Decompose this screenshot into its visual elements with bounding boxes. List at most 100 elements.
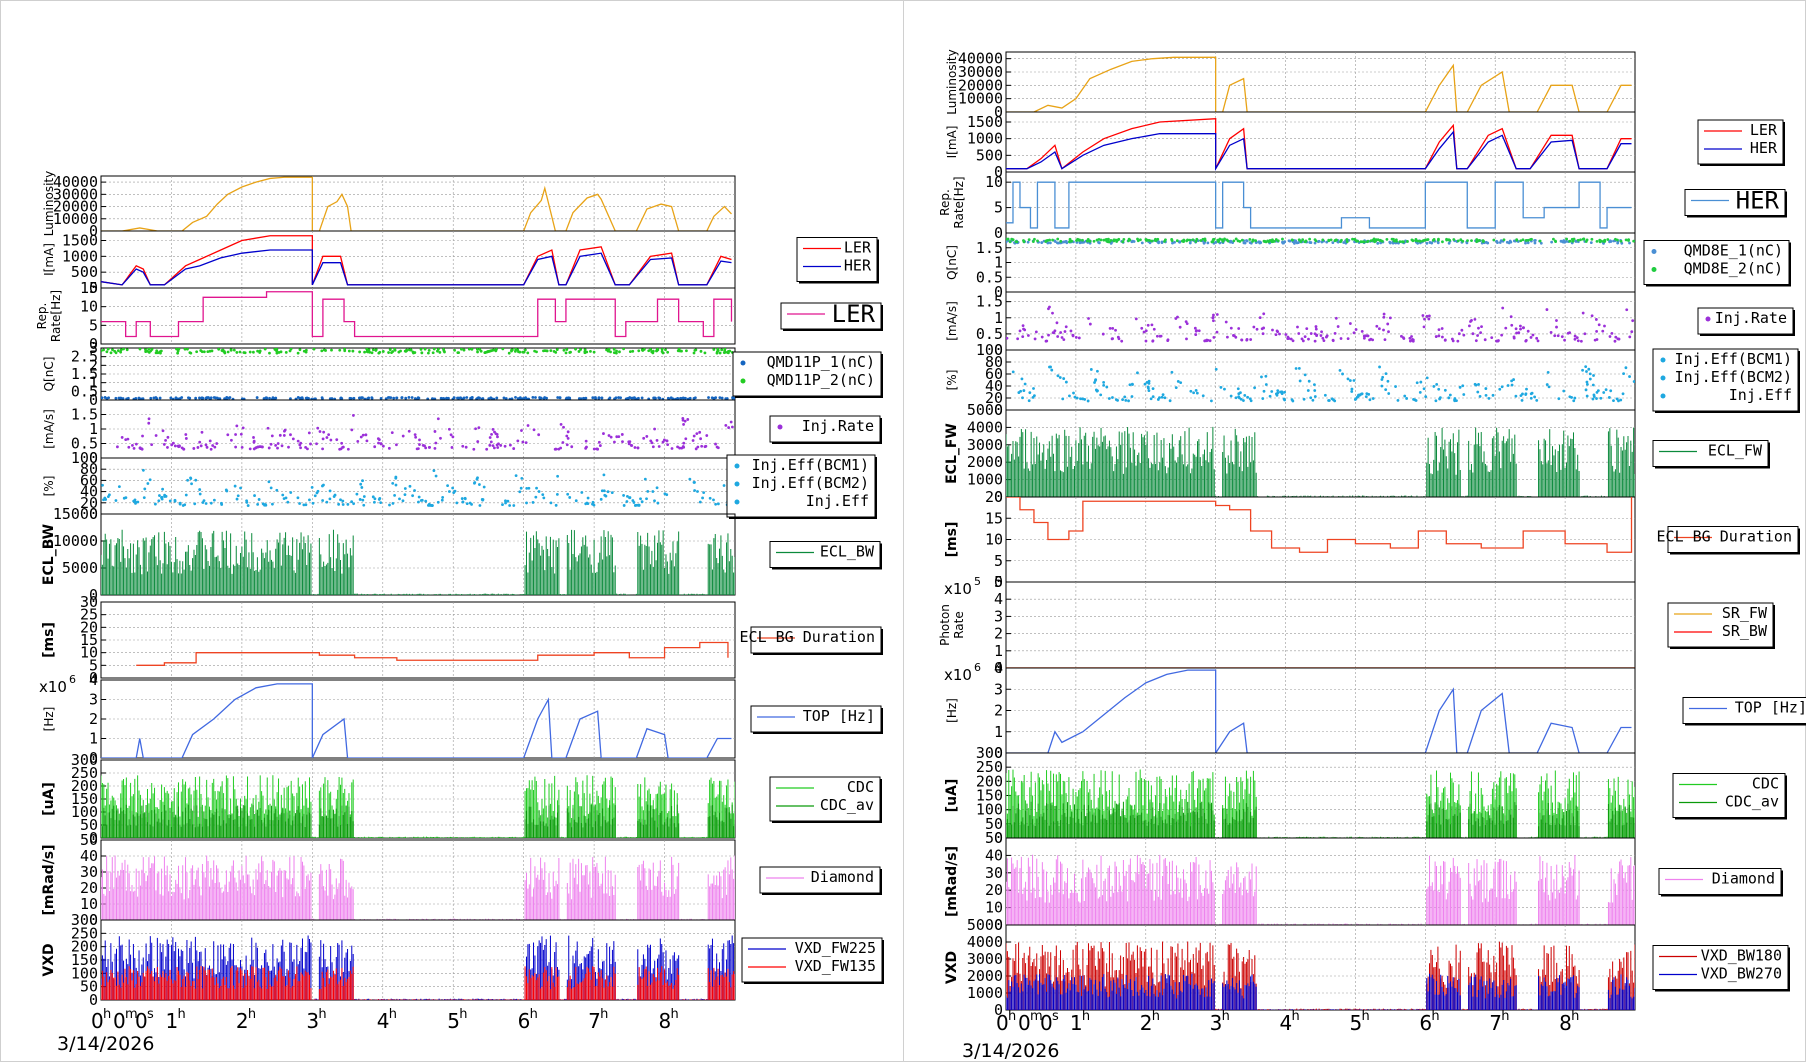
data-point xyxy=(1188,238,1192,242)
data-point xyxy=(1376,241,1380,245)
legend: LER xyxy=(780,300,883,331)
data-point xyxy=(1099,238,1103,242)
data-point xyxy=(488,443,492,447)
legend-box xyxy=(769,415,881,443)
data-point xyxy=(153,502,157,506)
ytick-label: 40000 xyxy=(958,50,1003,68)
data-point xyxy=(186,348,189,351)
data-point xyxy=(101,483,104,487)
y-multiplier: x10 xyxy=(39,678,67,696)
data-point xyxy=(1068,394,1071,398)
data-point xyxy=(1438,397,1442,401)
data-point xyxy=(1354,328,1358,331)
data-point xyxy=(1059,331,1063,334)
ytick-label: 30 xyxy=(80,593,98,611)
data-point xyxy=(1425,241,1429,245)
data-point xyxy=(1346,337,1350,341)
data-point xyxy=(184,437,188,440)
data-point xyxy=(1595,397,1598,400)
data-point xyxy=(1418,390,1422,394)
data-point xyxy=(1617,399,1620,403)
y-multiplier: x10 xyxy=(944,580,972,598)
data-point xyxy=(1174,386,1178,390)
legend-box xyxy=(780,302,882,330)
data-point xyxy=(1056,374,1060,378)
data-point xyxy=(586,502,590,506)
data-point xyxy=(524,441,528,445)
panel-frame xyxy=(1005,496,1636,583)
data-point xyxy=(1006,237,1009,241)
data-point xyxy=(599,497,603,501)
legend-entry: VXD_FW135 xyxy=(795,957,876,975)
data-point xyxy=(685,349,688,353)
data-point xyxy=(350,500,354,504)
data-point xyxy=(271,502,274,506)
ytick-label: 5 xyxy=(89,656,98,674)
data-point xyxy=(1443,338,1447,342)
data-point xyxy=(173,444,177,448)
data-point xyxy=(324,349,327,352)
legend-box xyxy=(759,866,881,894)
data-point xyxy=(124,438,128,442)
data-point xyxy=(476,350,479,354)
data-point xyxy=(107,396,111,400)
data-point xyxy=(298,348,302,352)
data-point xyxy=(210,349,214,353)
data-point xyxy=(1022,327,1025,331)
data-point xyxy=(347,349,351,353)
legend-marker xyxy=(734,463,740,469)
data-point xyxy=(209,447,213,451)
data-point xyxy=(1116,238,1120,242)
data-point xyxy=(1048,305,1051,309)
data-point xyxy=(1040,241,1044,244)
data-point xyxy=(321,499,325,502)
data-point xyxy=(456,396,459,400)
legend-entry: ECL BG Duration xyxy=(740,628,875,646)
data-point xyxy=(1110,337,1114,341)
data-point xyxy=(1239,391,1242,395)
data-point xyxy=(495,396,499,400)
ytick-label: 15 xyxy=(80,279,98,297)
data-point xyxy=(1199,239,1203,242)
data-point xyxy=(716,502,720,506)
xtick-unit: h xyxy=(318,1007,326,1022)
data-point xyxy=(680,349,683,353)
data-point xyxy=(1524,339,1528,343)
data-point xyxy=(1477,382,1480,386)
data-point xyxy=(1372,239,1376,243)
data-point xyxy=(1262,312,1266,316)
series-vxd-fw225 xyxy=(101,935,735,1000)
data-point xyxy=(1144,329,1148,333)
panel--ma-s-: 00.511.5[mA/s] xyxy=(42,399,736,467)
data-point xyxy=(1384,372,1388,376)
data-point xyxy=(1585,394,1589,398)
data-point xyxy=(333,493,337,497)
ytick-label: 200 xyxy=(976,772,1003,790)
data-point xyxy=(159,351,162,355)
data-point xyxy=(315,442,318,446)
data-point xyxy=(453,489,457,493)
data-point xyxy=(681,445,685,448)
data-point xyxy=(149,396,153,400)
data-point xyxy=(1412,397,1415,401)
data-point xyxy=(208,397,212,400)
data-point xyxy=(1249,399,1253,403)
data-point xyxy=(227,396,231,400)
data-point xyxy=(291,437,295,441)
data-point xyxy=(1051,311,1054,315)
data-point xyxy=(1560,335,1564,339)
data-point xyxy=(1040,335,1044,339)
data-point xyxy=(268,351,271,355)
data-point xyxy=(494,349,498,353)
data-point xyxy=(656,501,660,505)
data-point xyxy=(209,501,213,505)
data-point xyxy=(1075,396,1079,400)
spike-trace xyxy=(1006,854,1635,925)
data-point xyxy=(649,348,653,351)
data-point xyxy=(1345,240,1349,244)
ytick-label: 1 xyxy=(994,642,1003,660)
data-point xyxy=(330,397,334,400)
data-point xyxy=(117,485,121,489)
xtick-unit: h xyxy=(1008,1009,1016,1024)
